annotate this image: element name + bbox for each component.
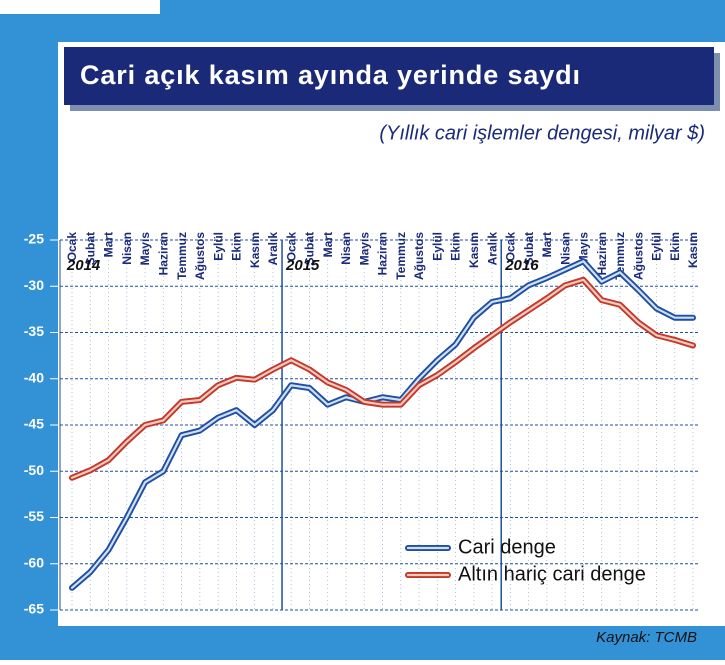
x-tick-label: Mayıs [577, 232, 591, 266]
y-tick-label: -60 [24, 554, 44, 570]
x-tick-label: Nisan [558, 232, 572, 265]
legend-label: Cari denge [458, 536, 556, 558]
y-tick-label: -40 [24, 369, 44, 385]
corner [0, 0, 160, 14]
x-tick-label: Mayıs [138, 232, 152, 266]
x-tick-label: Haziran [376, 232, 390, 275]
x-tick-label: Eylül [430, 232, 444, 261]
title-bar [64, 47, 714, 105]
y-tick-label: -45 [24, 416, 44, 432]
y-tick-label: -65 [24, 601, 44, 617]
x-tick-label: Ocak [65, 232, 79, 262]
year-label: 2014 [66, 257, 101, 274]
x-tick-label: Kasım [686, 232, 700, 268]
chart-subtitle: (Yıllık cari işlemler dengesi, milyar $) [379, 122, 705, 144]
x-tick-label: Haziran [595, 232, 609, 275]
x-tick-label: Mart [102, 232, 116, 257]
x-tick-label: Aralık [485, 232, 499, 266]
x-tick-label: Ocak [284, 232, 298, 262]
x-tick-label: Kasım [467, 232, 481, 268]
x-tick-label: Nisan [120, 232, 134, 265]
x-tick-label: Şubat [83, 232, 97, 265]
source: Kaynak: TCMB [596, 629, 697, 646]
y-tick-label: -30 [24, 277, 44, 293]
x-tick-label: Mart [321, 232, 335, 257]
series-line-highlight [70, 278, 695, 479]
legend-label: Altın hariç cari denge [458, 563, 646, 585]
y-tick-label: -25 [24, 231, 44, 247]
y-tick-label: -35 [24, 323, 44, 339]
x-tick-label: Eylül [650, 232, 664, 261]
year-label: 2015 [285, 257, 320, 274]
x-tick-label: Şubat [522, 232, 536, 265]
y-tick-label: -55 [24, 508, 44, 524]
chart-title: Cari açık kasım ayında yerinde saydı [80, 60, 580, 90]
x-tick-label: Nisan [339, 232, 353, 265]
x-tick-label: Ekim [668, 232, 682, 261]
panel [58, 42, 725, 626]
x-tick-label: Mayıs [357, 232, 371, 266]
year-label: 2016 [504, 257, 539, 274]
x-tick-label: Aralık [266, 232, 280, 266]
x-tick-label: Temmuz [613, 232, 627, 280]
x-tick-label: Ağustos [631, 232, 645, 280]
x-tick-label: Ocak [504, 232, 518, 262]
x-tick-label: Mart [540, 232, 554, 257]
x-tick-label: Kasım [248, 232, 262, 268]
x-tick-label: Eylül [211, 232, 225, 261]
x-tick-label: Ekim [449, 232, 463, 261]
x-tick-label: Ağustos [412, 232, 426, 280]
series-line-highlight [70, 260, 695, 589]
x-tick-label: Şubat [303, 232, 317, 265]
x-tick-label: Haziran [156, 232, 170, 275]
x-tick-label: Temmuz [175, 232, 189, 280]
x-tick-label: Ağustos [193, 232, 207, 280]
x-tick-label: Temmuz [394, 232, 408, 280]
y-tick-label: -50 [24, 462, 44, 478]
x-tick-label: Ekim [230, 232, 244, 261]
